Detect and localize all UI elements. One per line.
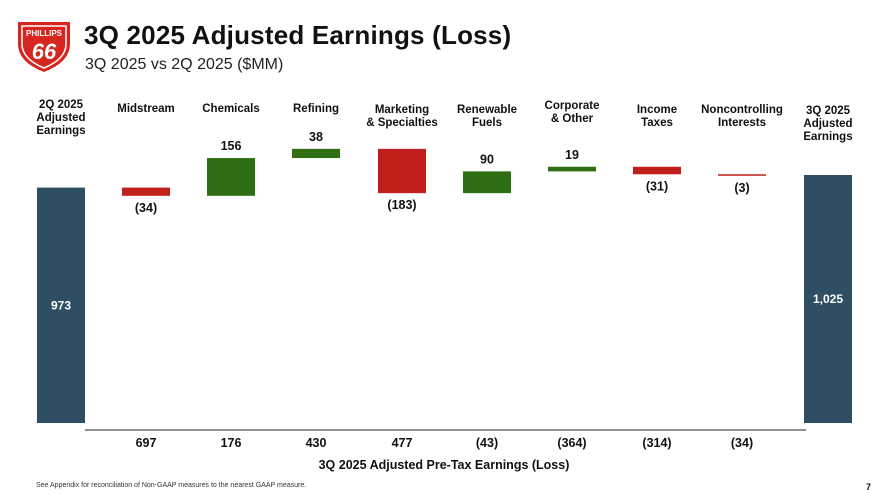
category-label: 2Q 2025 bbox=[39, 99, 84, 111]
category-label: Marketing bbox=[375, 104, 429, 116]
value-label: (34) bbox=[135, 201, 157, 215]
category-label: & Other bbox=[551, 113, 594, 125]
logo-shield-shape bbox=[18, 22, 70, 72]
value-label: (31) bbox=[646, 179, 668, 193]
category-label: Taxes bbox=[641, 117, 673, 129]
value-label: 973 bbox=[51, 298, 71, 312]
bar bbox=[378, 148, 426, 194]
value-label: 90 bbox=[480, 152, 494, 166]
bar bbox=[292, 148, 340, 159]
pretax-value: 430 bbox=[306, 436, 327, 450]
category-label: Fuels bbox=[472, 117, 502, 129]
category-label: 3Q 2025 bbox=[806, 105, 851, 117]
pretax-value: 477 bbox=[392, 436, 413, 450]
bar bbox=[804, 175, 852, 423]
pretax-value: (364) bbox=[557, 436, 586, 450]
category-label: Earnings bbox=[36, 125, 85, 137]
bar bbox=[122, 187, 170, 196]
pretax-label: 3Q 2025 Adjusted Pre-Tax Earnings (Loss) bbox=[319, 458, 570, 472]
category-label: Refining bbox=[293, 103, 339, 115]
value-label: (183) bbox=[387, 198, 416, 212]
pretax-value: (314) bbox=[642, 436, 671, 450]
bar bbox=[207, 158, 255, 196]
category-label: Adjusted bbox=[36, 112, 85, 124]
category-label: Midstream bbox=[117, 103, 175, 115]
page-number: 7 bbox=[866, 482, 872, 492]
value-label: 1,025 bbox=[813, 292, 843, 306]
value-label: (3) bbox=[734, 181, 749, 195]
category-label: Renewable bbox=[457, 104, 517, 116]
pretax-value: 176 bbox=[221, 436, 242, 450]
category-label: Corporate bbox=[545, 100, 600, 112]
phillips66-logo: PHILLIPS 66 bbox=[12, 14, 76, 74]
category-label: Noncontrolling bbox=[701, 104, 783, 116]
pretax-value: (43) bbox=[476, 436, 498, 450]
logo-number-text: 66 bbox=[32, 39, 57, 64]
pretax-value: (34) bbox=[731, 436, 753, 450]
category-label: Interests bbox=[718, 117, 766, 129]
category-label: Earnings bbox=[803, 131, 852, 143]
page-subtitle: 3Q 2025 vs 2Q 2025 ($MM) bbox=[85, 56, 284, 73]
value-label: 38 bbox=[309, 130, 323, 144]
category-label: Adjusted bbox=[803, 118, 852, 130]
bar bbox=[548, 166, 596, 172]
footnote: See Appendix for reconciliation of Non-G… bbox=[36, 482, 307, 489]
value-label: 19 bbox=[565, 148, 579, 162]
category-label: & Specialties bbox=[366, 117, 438, 129]
pretax-value: 697 bbox=[136, 436, 157, 450]
value-label: 156 bbox=[221, 139, 242, 153]
category-label: Chemicals bbox=[202, 103, 260, 115]
category-label: Income bbox=[637, 104, 677, 116]
bar bbox=[633, 166, 681, 175]
page-title: 3Q 2025 Adjusted Earnings (Loss) bbox=[84, 20, 512, 50]
bar bbox=[718, 174, 766, 176]
bar bbox=[37, 187, 85, 423]
logo-brand-text: PHILLIPS bbox=[26, 29, 63, 38]
bar bbox=[463, 171, 511, 194]
